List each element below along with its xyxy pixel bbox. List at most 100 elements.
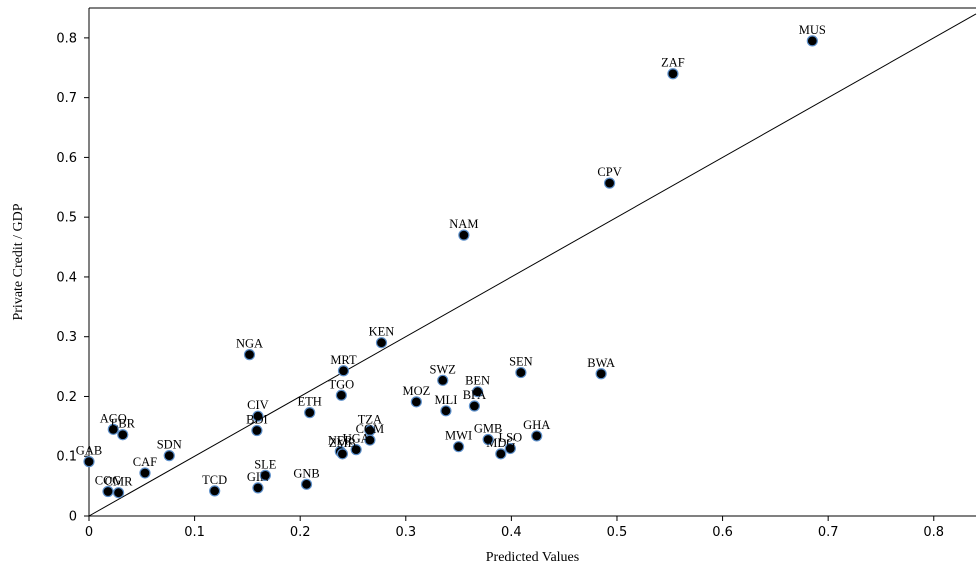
point-label-tgo: TGO (329, 377, 355, 391)
point-label-ner: NER (328, 433, 354, 447)
data-point-nam (458, 229, 470, 241)
point-label-civ: CIV (247, 398, 269, 412)
point-label-sen: SEN (509, 355, 533, 369)
axes: 0 0.1 0.2 0.3 0.4 0.5 0.6 0.7 0.8 0 0.1 0.2 0.3 0.4 0.… (56, 7, 976, 540)
data-point-civ (252, 410, 264, 422)
point-label-ben: BEN (465, 374, 490, 388)
data-point-zmb (336, 448, 349, 460)
reference-line (88, 13, 977, 517)
data-points (83, 35, 818, 499)
data-point-mwi (452, 441, 465, 453)
data-point-sen (515, 366, 527, 379)
x-tick-label: 0.5 (607, 525, 628, 540)
point-label-gha: GHA (523, 418, 550, 432)
x-tick-label: 0.2 (290, 525, 311, 540)
x-axis-title: Predicted Values (486, 550, 579, 565)
point-label-lso: LSO (499, 430, 523, 444)
data-point-sdn (163, 450, 175, 462)
point-label-gin: GIN (247, 470, 269, 484)
data-point-caf (139, 467, 151, 479)
point-label-ken: KEN (369, 325, 395, 339)
point-label-mwi: MWI (445, 429, 472, 443)
y-tick-label: 0.6 (56, 151, 77, 166)
data-point-mdg (495, 448, 507, 460)
point-label-lbr: LBR (111, 417, 136, 431)
data-point-cog (102, 485, 114, 498)
point-label-caf: CAF (133, 455, 157, 469)
y-tick-label: 0 (69, 510, 77, 525)
x-tick-label: 0.6 (712, 525, 733, 540)
point-label-mrt: MRT (330, 353, 357, 367)
data-point-mus (806, 35, 818, 47)
x-tick-label: 0 (85, 525, 93, 540)
y-tick-label: 0.5 (56, 211, 77, 226)
y-tick-label: 0.7 (56, 91, 77, 106)
x-tick-label: 0.8 (923, 525, 944, 540)
point-label-bdi: BDI (246, 413, 268, 427)
data-point-moz (410, 396, 422, 408)
point-label-zmb: ZMB (329, 436, 356, 450)
point-label-uga: UGA (343, 432, 370, 446)
point-label-gmb: GMB (474, 422, 502, 436)
point-label-mli: MLI (434, 393, 457, 407)
data-point-bdi (251, 424, 263, 437)
data-point-gin (252, 482, 264, 494)
point-label-gab: GAB (76, 444, 102, 458)
point-label-cpv: CPV (597, 165, 621, 179)
x-tick-label: 0.3 (395, 525, 416, 540)
y-axis-title: Private Credit / GDP (11, 203, 26, 320)
data-point-swz (437, 374, 449, 386)
point-label-cog: COG (95, 473, 121, 487)
data-point-tcd (209, 485, 221, 497)
point-label-mdg: MDG (486, 436, 515, 450)
point-label-zaf: ZAF (661, 56, 685, 70)
data-point-zaf (667, 68, 679, 80)
point-label-sle: SLE (254, 457, 277, 471)
point-label-eth: ETH (298, 395, 322, 409)
data-point-gha (531, 430, 543, 442)
y-tick-label: 0.2 (56, 390, 77, 405)
data-point-bfa (468, 400, 481, 412)
point-label-nam: NAM (449, 217, 478, 231)
point-label-sdn: SDN (157, 438, 182, 452)
y-tick-label: 0.8 (56, 31, 77, 46)
data-point-com (364, 434, 376, 446)
data-point-gmb (482, 433, 494, 446)
data-point-uga (350, 444, 362, 456)
point-label-cmr: CMR (105, 475, 133, 489)
x-tick-label: 0.1 (184, 525, 205, 540)
point-label-bfa: BFA (463, 388, 486, 402)
point-label-tza: TZA (358, 413, 382, 427)
data-point-ken (375, 337, 388, 349)
data-point-mli (440, 405, 452, 417)
data-point-nga (243, 349, 256, 361)
y-tick-label: 0.3 (56, 330, 77, 345)
point-label-gnb: GNB (293, 466, 319, 480)
y-tick-label: 0.4 (56, 270, 77, 285)
data-point-cmr (112, 487, 125, 499)
point-label-bwa: BWA (587, 356, 615, 370)
data-point-lso (504, 442, 516, 455)
data-point-ago (107, 423, 119, 435)
data-point-sle (259, 469, 271, 481)
point-label-nga: NGA (236, 337, 263, 351)
y-tick-label: 0.1 (56, 450, 77, 465)
point-label-ago: AGO (100, 411, 127, 425)
data-point-cpv (603, 177, 616, 189)
data-point-eth (304, 407, 316, 419)
data-point-ben (471, 386, 484, 398)
data-point-gnb (300, 478, 313, 490)
point-label-mus: MUS (799, 23, 826, 37)
x-tick-label: 0.7 (818, 525, 839, 540)
data-point-tgo (335, 389, 347, 401)
x-tick-label: 0.4 (501, 525, 522, 540)
point-label-com: COM (356, 422, 384, 436)
data-point-mrt (337, 365, 350, 377)
point-label-moz: MOZ (402, 384, 430, 398)
data-point-bwa (595, 368, 607, 380)
point-labels: MUS ZAF CPV NAM KEN NGA MRT SEN BWA SWZ BEN TGO MOZ B… (76, 23, 826, 489)
point-label-swz: SWZ (430, 362, 456, 376)
data-point-lbr (117, 429, 129, 441)
point-label-tcd: TCD (202, 473, 227, 487)
